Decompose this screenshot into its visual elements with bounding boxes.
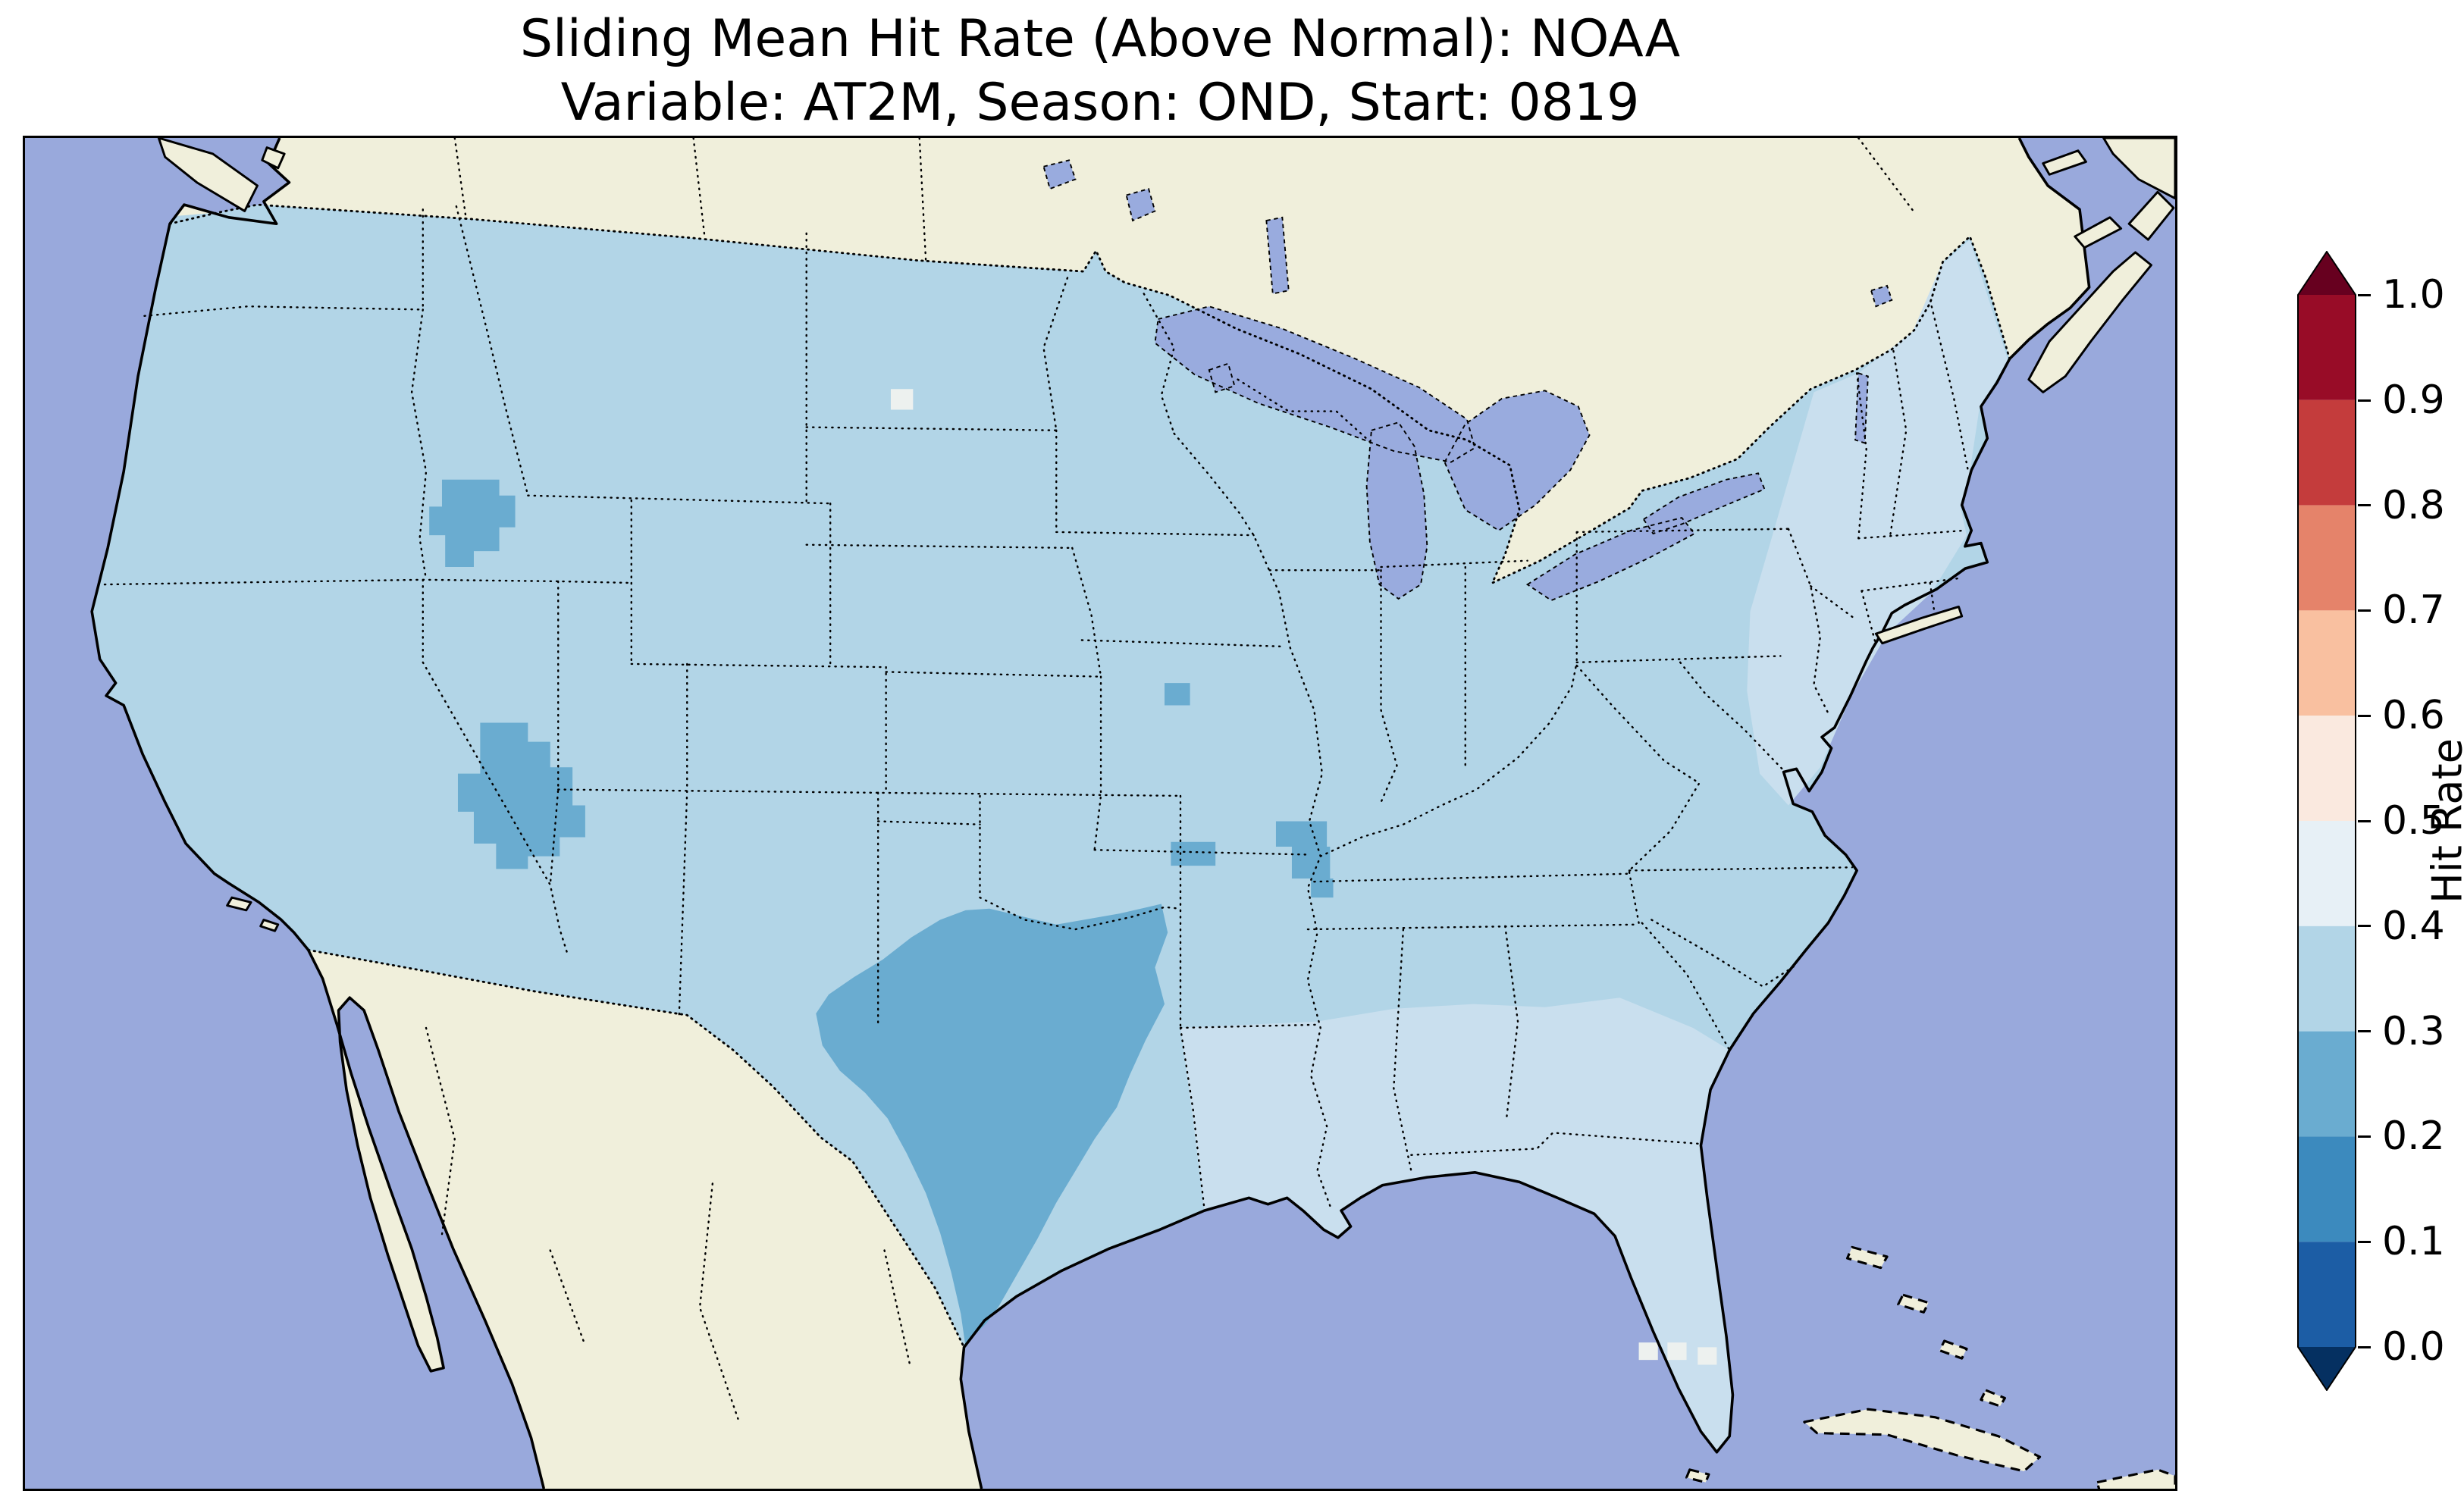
great-lakes (1042, 159, 1893, 602)
colorbar-tick-mark (2358, 715, 2371, 717)
plot-title: Sliding Mean Hit Rate (Above Normal): NO… (23, 8, 2177, 136)
colorbar-under-arrow (2298, 1347, 2356, 1390)
colorbar-tick-label: 0.8 (2382, 483, 2445, 528)
colorbar-tick-label: 0.2 (2382, 1113, 2445, 1159)
colorbar-tick-label: 0.4 (2382, 904, 2445, 949)
colorbar-segment (2298, 821, 2356, 926)
colorbar-segment (2298, 1136, 2356, 1242)
colorbar-over-arrow (2298, 252, 2356, 295)
colorbar-tick-mark (2358, 1346, 2371, 1348)
colorbar-tick-label: 1.0 (2382, 272, 2445, 318)
southeast-lighter-region (1180, 998, 1733, 1452)
canada-mexico-admin-borders (425, 138, 1917, 1420)
colorbar-tick-mark (2358, 1241, 2371, 1243)
caribbean-islands (1685, 1245, 2175, 1489)
texas-low-hit-patch (816, 904, 1168, 1348)
title-line-1: Sliding Mean Hit Rate (Above Normal): NO… (519, 9, 1681, 69)
southwest-low-hit-patches (429, 479, 1334, 898)
colorbar-tick-mark (2358, 609, 2371, 612)
colorbar-tick-mark (2358, 820, 2371, 822)
colorbar-tick-label: 0.7 (2382, 587, 2445, 633)
colorbar-segment (2298, 1031, 2356, 1137)
colorbar-tick-mark (2358, 504, 2371, 506)
colorbar-segment (2298, 610, 2356, 716)
colorbar (2297, 251, 2356, 1391)
colorbar-tick-label: 0.0 (2382, 1324, 2445, 1370)
colorbar-tick-label: 0.6 (2382, 693, 2445, 738)
colorbar-tick-mark (2358, 1135, 2371, 1138)
state-borders (103, 205, 1970, 1211)
map-svg (25, 138, 2175, 1489)
international-borders (168, 203, 2011, 1348)
colorbar-tick-mark (2358, 399, 2371, 402)
colorbar-label: Hit Rate (2423, 738, 2464, 904)
islands (157, 138, 2175, 932)
colorbar-tick-label: 0.3 (2382, 1009, 2445, 1054)
colorbar-segment (2298, 505, 2356, 611)
colorbar-tick-mark (2358, 925, 2371, 927)
colorbar-outline (2297, 251, 2356, 1391)
colorbar-tick-label: 0.9 (2382, 377, 2445, 423)
colorbar-segment (2298, 295, 2356, 400)
colorbar-segment (2298, 399, 2356, 506)
colorbar-segment (2298, 716, 2356, 821)
northeast-lighter-region (1747, 240, 2008, 806)
colorbar-tick-mark (2358, 1030, 2371, 1032)
colorbar-tick-label: 0.5 (2382, 798, 2445, 844)
coastline (90, 138, 2091, 1489)
map-panel (23, 136, 2177, 1491)
colorbar-tick-label: 0.1 (2382, 1219, 2445, 1264)
colorbar-segment (2298, 1242, 2356, 1347)
colorbar-segment (2298, 926, 2356, 1032)
colorbar-tick-mark (2358, 294, 2371, 296)
title-line-2: Variable: AT2M, Season: OND, Start: 0819 (560, 73, 1640, 133)
